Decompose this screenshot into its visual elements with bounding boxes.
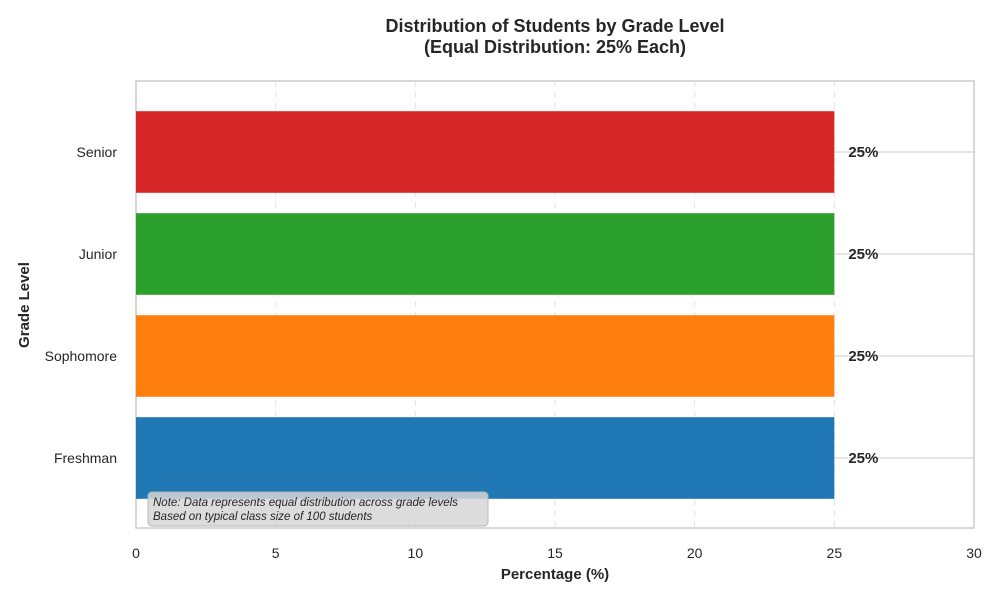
y-tick-label: Freshman [54,450,117,466]
bar-junior [136,213,835,295]
bars [136,111,835,499]
x-tick-label: 20 [687,545,703,561]
chart-title: Distribution of Students by Grade Level [385,16,724,36]
data-label: 25% [848,348,878,365]
x-tick-labels: 0 5 10 15 20 25 30 [132,545,982,561]
bar-sophomore [136,315,835,397]
y-tick-labels: Freshman Sophomore Junior Senior [45,144,118,466]
gridlines [275,81,835,528]
value-guides [834,151,974,459]
data-label: 25% [848,450,878,467]
x-tick-label: 0 [132,545,140,561]
bar-senior [136,111,835,193]
bar-freshman [136,417,835,499]
x-tick-label: 15 [547,545,563,561]
data-label: 25% [848,246,878,263]
y-tick-label: Senior [77,144,118,160]
note-box: Note: Data represents equal distribution… [147,491,489,527]
x-tick-label: 25 [827,545,843,561]
y-axis-label: Grade Level [16,262,33,348]
note-line-1: Note: Data represents equal distribution… [153,497,458,509]
x-tick-label: 10 [408,545,424,561]
x-tick-label: 5 [272,545,280,561]
chart-subtitle: (Equal Distribution: 25% Each) [424,37,686,57]
x-tick-label: 30 [966,545,982,561]
note-line-2: Based on typical class size of 100 stude… [153,511,373,523]
data-label: 25% [848,144,878,161]
x-axis-label: Percentage (%) [501,566,609,583]
y-tick-label: Junior [79,246,117,262]
y-tick-label: Sophomore [45,348,118,364]
data-labels: 25% 25% 25% 25% [848,144,878,467]
